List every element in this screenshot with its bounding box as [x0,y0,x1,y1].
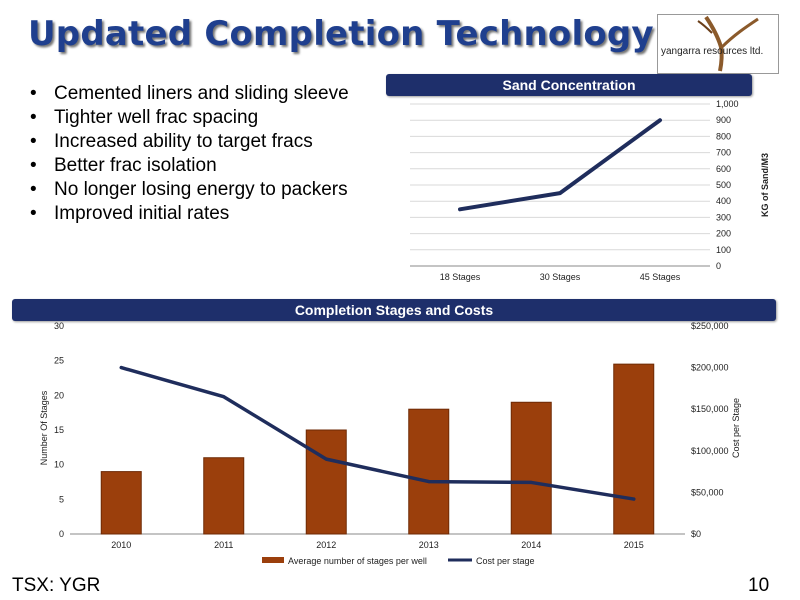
company-logo: yangarra resources ltd. [657,14,779,74]
slide-title: Updated Completion Technology [28,14,654,54]
stages-bar [613,363,655,535]
x-tick-label: 2011 [214,540,233,550]
legend-line-label: Cost per stage [476,556,535,566]
ticker-label: TSX: YGR [12,575,101,596]
y-tick-label: 100 [716,245,731,255]
y2-tick-label: $50,000 [691,487,724,497]
x-tick-label: 2012 [316,540,336,550]
y-axis-label: Number Of Stages [39,390,49,465]
y-axis-label: KG of Sand/M3 [760,153,770,217]
y2-tick-label: $250,000 [691,321,729,331]
bullet-symbol: • [30,107,37,128]
y2-tick-label: $0 [691,529,701,539]
y2-axis-label: Cost per Stage [731,398,741,458]
legend-bar-label: Average number of stages per well [288,556,427,566]
stages-bar [100,471,142,535]
bullet-item: • Increased ability to target fracs [30,130,349,154]
bullet-text: Tighter well frac spacing [54,107,259,128]
stages-bar [203,457,245,535]
bullet-symbol: • [30,179,37,200]
y-tick-label: 25 [54,356,64,366]
y-tick-label: 500 [716,180,731,190]
completion-stages-banner: Completion Stages and Costs [12,299,776,321]
x-tick-label: 2015 [624,540,644,550]
legend-bar-swatch [262,557,284,563]
y2-tick-label: $200,000 [691,363,729,373]
cost-data-point [427,480,431,484]
sand-series-line [458,118,662,212]
cost-data-point [529,480,533,484]
x-tick-label: 2014 [521,540,541,550]
bullet-text: No longer losing energy to packers [54,179,348,200]
x-tick-label: 45 Stages [640,272,681,282]
data-point [658,118,662,122]
y-tick-label: 5 [59,494,64,504]
bullet-symbol: • [30,155,37,176]
y-tick-label: 700 [716,148,731,158]
y-tick-label: 30 [54,321,64,331]
stages-bar [305,429,347,535]
completion-stages-chart: 0 5 10 15 20 25 30 $0 $50,000 $100,000 $150,000 $20… [39,321,741,566]
bullet-text: Cemented liners and sliding sleeve [54,83,349,104]
bullet-item: • Cemented liners and sliding sleeve [30,82,349,106]
x-tick-label: 30 Stages [540,272,581,282]
y-tick-label: 0 [59,529,64,539]
bullet-item: • Tighter well frac spacing [30,106,349,130]
y2-tick-label: $100,000 [691,446,729,456]
stages-bar [408,408,450,535]
x-tick-label: 2013 [419,540,439,550]
logo-text: yangarra resources ltd. [661,46,764,57]
sand-concentration-chart: 0 100 200 300 400 500 600 700 800 900 1,000 18 Stag… [410,99,770,282]
y-tick-label: 200 [716,229,731,239]
bullet-item: • Improved initial rates [30,202,349,226]
logo-y-mark [697,15,759,72]
y-tick-label: 20 [54,390,64,400]
y-tick-label: 0 [716,261,721,271]
bullet-symbol: • [30,83,37,104]
y-tick-label: 900 [716,115,731,125]
x-tick-label: 18 Stages [440,272,481,282]
stages-bar [510,401,552,535]
bullet-text: Improved initial rates [54,203,230,224]
y-tick-label: 300 [716,212,731,222]
cost-data-point [324,457,328,461]
bullet-item: • Better frac isolation [30,154,349,178]
y-tick-label: 15 [54,425,64,435]
bullet-text: Increased ability to target fracs [54,131,313,152]
sand-concentration-banner: Sand Concentration [386,74,752,96]
page-number: 10 [748,575,770,596]
y-tick-label: 10 [54,460,64,470]
cost-data-point [632,497,636,501]
bullet-text: Better frac isolation [54,155,217,176]
data-point [458,207,462,211]
cost-data-point [222,395,226,399]
y-tick-label: 600 [716,164,731,174]
y2-tick-label: $150,000 [691,404,729,414]
bullet-symbol: • [30,203,37,224]
y-tick-label: 800 [716,131,731,141]
bullet-symbol: • [30,131,37,152]
data-point [558,191,562,195]
cost-data-point [119,366,123,370]
bullet-list: • Cemented liners and sliding sleeve • Tig… [30,82,349,226]
y-tick-label: 1,000 [716,99,739,109]
bullet-item: • No longer losing energy to packers [30,178,349,202]
y-tick-label: 400 [716,196,731,206]
x-tick-label: 2010 [111,540,131,550]
cost-series-line [119,365,636,501]
